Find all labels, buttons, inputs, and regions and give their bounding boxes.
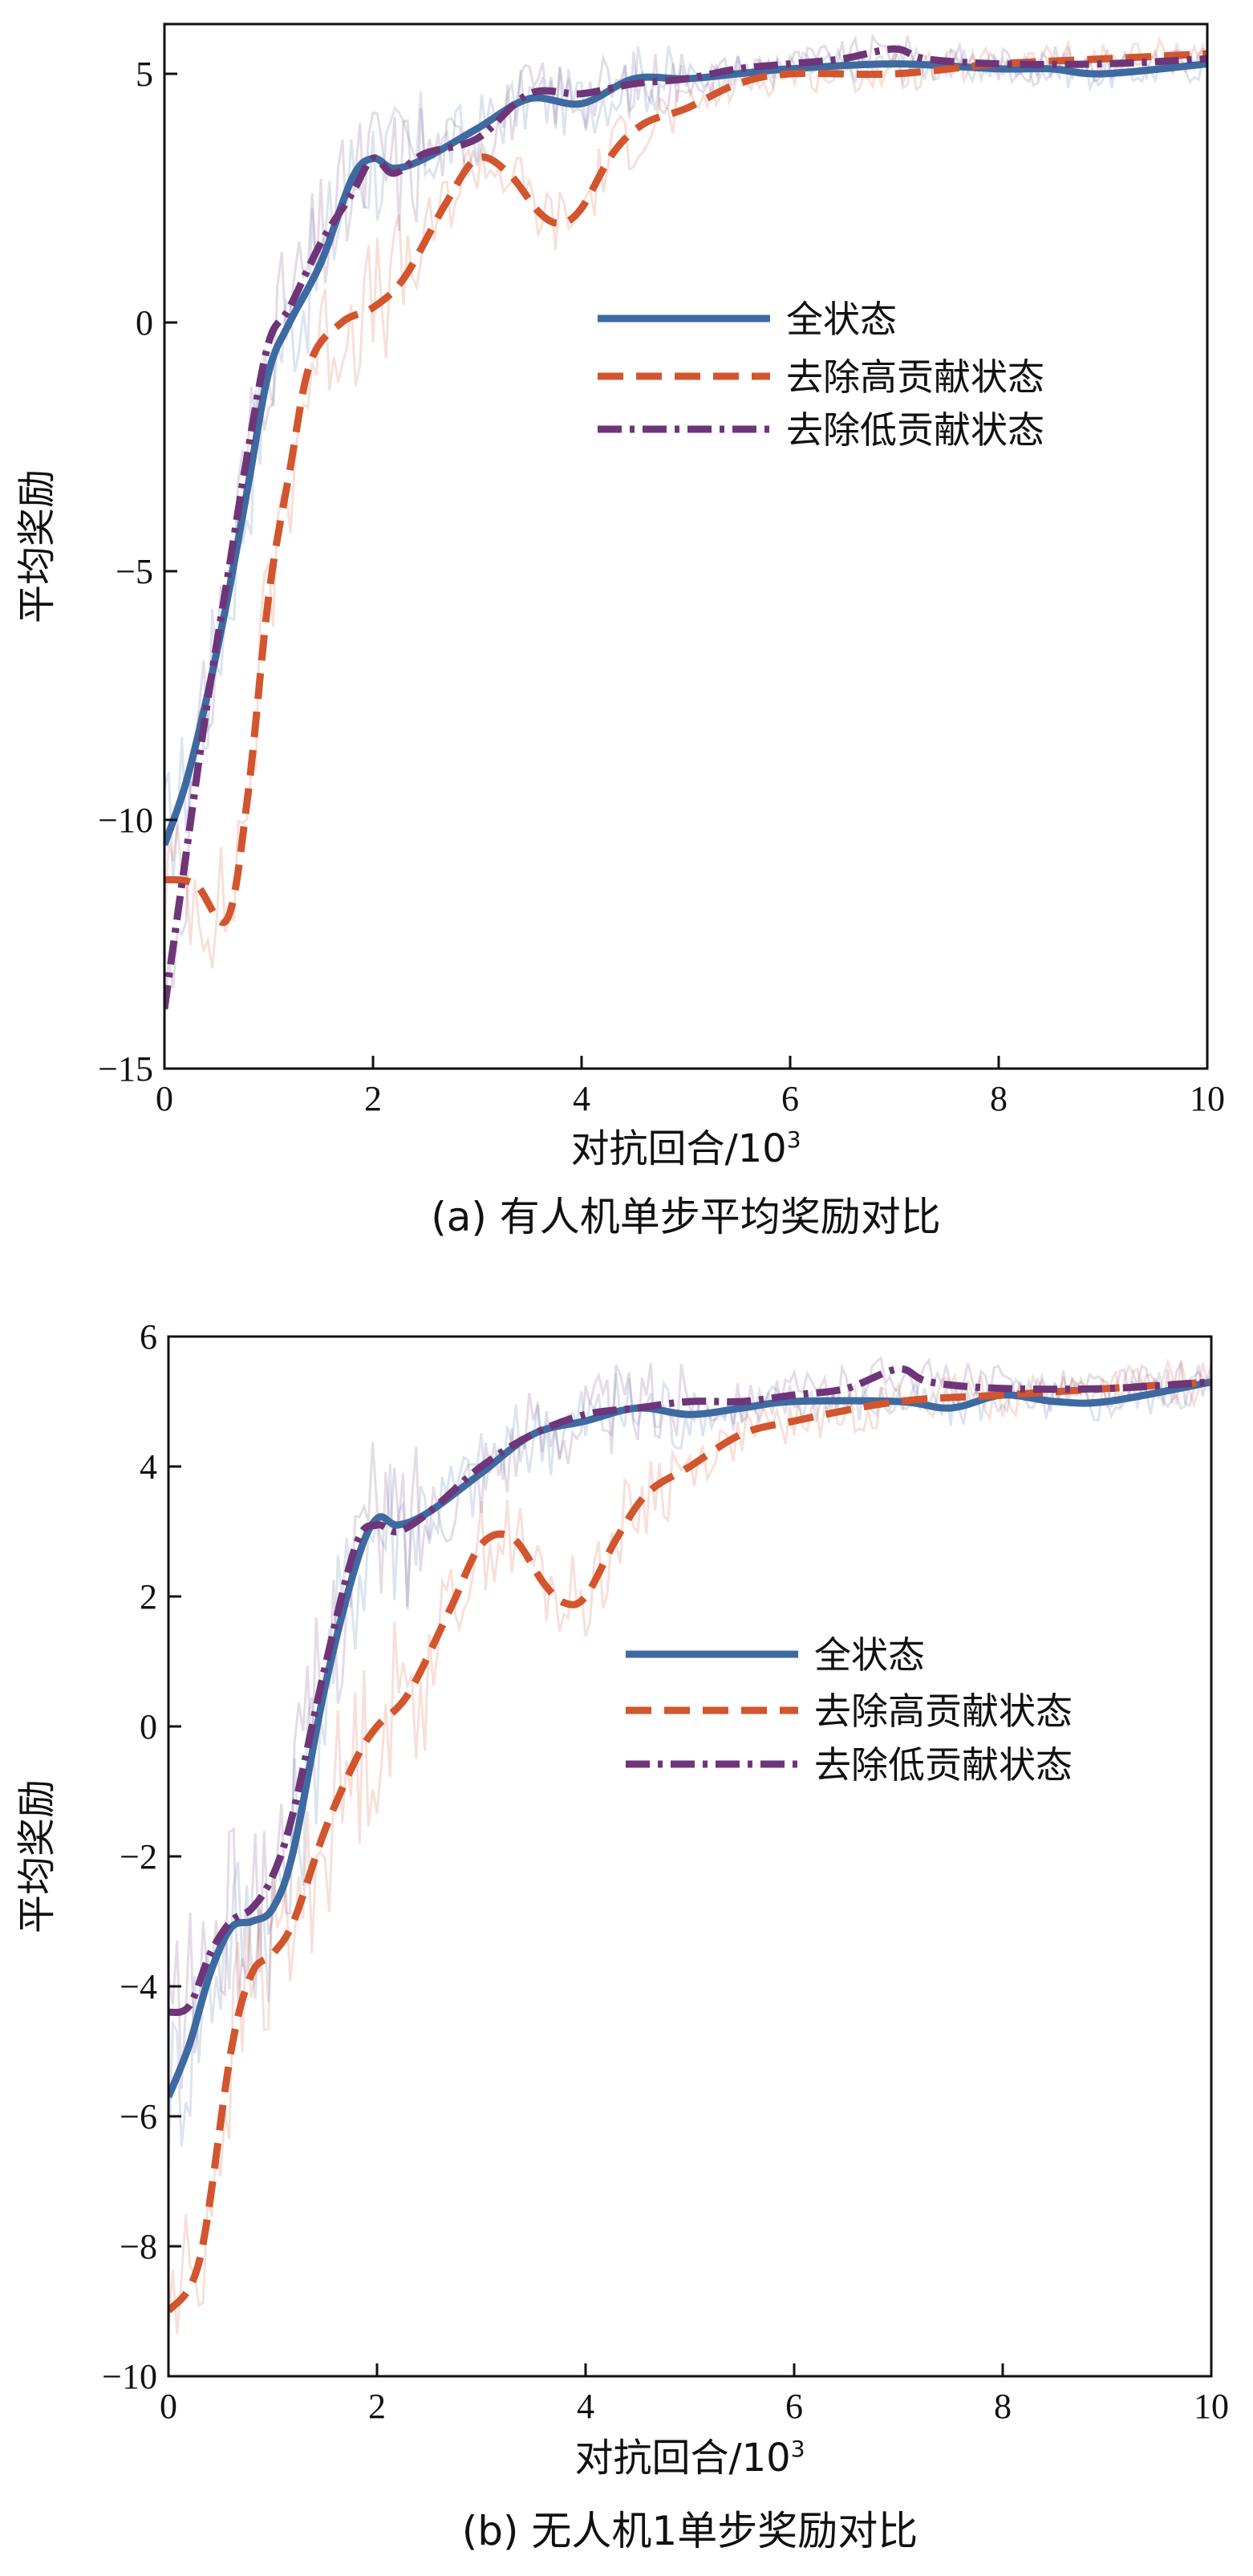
y-tick-label-a: −15 [98,1049,153,1089]
x-tick-label-a: 4 [573,1079,590,1118]
raw-trace-remove-high-b [168,1357,1211,2335]
raw-trace-remove-low-a [164,33,1207,1017]
y-tick-label-b: −8 [120,2227,157,2266]
plot-area-a [164,33,1207,1017]
x-tick-label-b: 8 [994,2387,1012,2426]
y-tick-label-b: −2 [120,1837,157,1876]
x-tick-label-b: 6 [785,2387,803,2426]
series-line-remove-low-b [168,1365,1211,2016]
y-tick-label-b: 2 [140,1577,157,1617]
x-axis-label-b: 对抗回合/103 [574,2436,805,2481]
y-tick-label-a: 5 [136,55,153,94]
x-tick-label-a: 2 [364,1079,382,1118]
legend-label-remove-high-a: 去除高贡献状态 [786,355,1044,399]
x-tick-label-a: 6 [781,1079,799,1118]
raw-trace-full-state-a [164,44,1207,882]
plot-frame-a [163,22,1209,1070]
caption-b: (b) 无人机1单步奖励对比 [462,2508,918,2554]
legend-label-remove-low-b: 去除低贡献状态 [814,1743,1073,1787]
legend-label-remove-high-b: 去除高贡献状态 [814,1690,1073,1733]
axis-ticks-b: 0 2 4 6 8 10 −10 −8 −6 −4 −2 0 2 4 6 [102,1317,1229,2426]
chart-panel-b: 0 2 4 6 8 10 −10 −8 −6 −4 −2 0 2 4 6 对抗回合/103 平均奖励 (b)… [14,1317,1229,2554]
chart-panel-a: 0 2 4 6 8 10 −15 −10 −5 0 5 对抗回合/103 平均奖励 (a) 有人机单… [14,22,1225,1240]
raw-trace-remove-high-a [164,35,1207,969]
x-tick-label-a: 10 [1190,1079,1225,1118]
axis-ticks-a: 0 2 4 6 8 10 −15 −10 −5 0 5 [98,55,1225,1118]
y-tick-label-b: 6 [140,1317,157,1357]
x-axis-label-a: 对抗回合/103 [570,1126,801,1171]
legend-a: 全状态 去除高贡献状态 去除低贡献状态 [598,298,1044,452]
y-tick-label-a: −5 [116,552,153,591]
y-axis-label-a: 平均奖励 [14,469,59,623]
series-line-remove-high-b [168,1378,1211,2314]
x-tick-label-b: 2 [368,2387,386,2426]
y-tick-label-b: 0 [140,1707,157,1746]
x-tick-label-b: 10 [1194,2387,1229,2426]
series-line-remove-high-a [164,50,1207,927]
series-line-full-state-b [168,1378,1211,2099]
x-tick-label-b: 4 [577,2387,594,2426]
x-tick-label-b: 0 [160,2387,177,2426]
x-tick-label-a: 0 [156,1079,173,1118]
plot-area-b [168,1356,1211,2335]
y-tick-label-b: −6 [120,2097,157,2136]
y-tick-label-b: −4 [120,1967,157,2006]
y-tick-label-b: −10 [102,2357,157,2396]
legend-b: 全状态 去除高贡献状态 去除低贡献状态 [626,1633,1073,1787]
y-axis-label-b: 平均奖励 [14,1779,59,1933]
x-tick-label-a: 8 [990,1079,1008,1118]
y-tick-label-b: 4 [140,1447,157,1487]
legend-label-full-state-b: 全状态 [814,1633,925,1677]
y-tick-label-a: −10 [98,801,153,840]
legend-label-full-state-a: 全状态 [786,298,897,341]
legend-label-remove-low-a: 去除低贡献状态 [786,408,1044,452]
series-line-remove-low-a [164,45,1207,1010]
caption-a: (a) 有人机单步平均奖励对比 [431,1194,941,1240]
y-tick-label-a: 0 [136,303,153,343]
